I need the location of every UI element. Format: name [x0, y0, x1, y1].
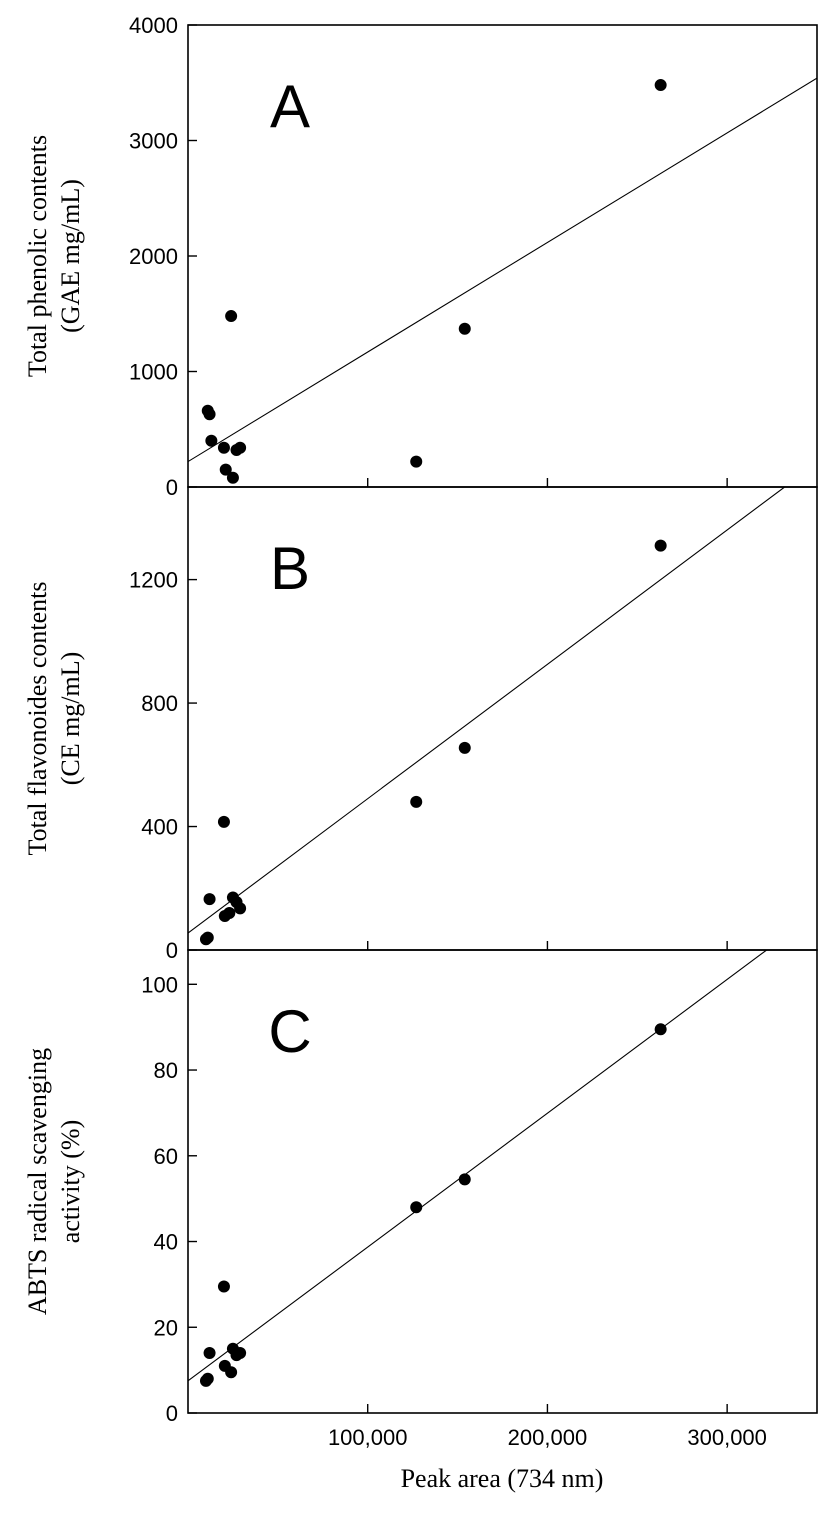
- y-tick-label: 0: [166, 475, 178, 500]
- y-tick-label: 0: [166, 1401, 178, 1426]
- panel-c: 0 20 40 60 80 100 100,000 200,000 300,000 ABTS ra…: [23, 949, 818, 1493]
- data-point: [225, 310, 238, 323]
- data-point: [234, 1346, 247, 1359]
- regression-line: [188, 487, 785, 934]
- y-axis-title: ABTS radical scavenging activity (%): [23, 1048, 85, 1315]
- y-tick-label: 800: [141, 691, 178, 716]
- data-point: [458, 1173, 471, 1186]
- panel-a: 0 1000 2000 3000 4000 Total phenolic contents…: [23, 13, 818, 500]
- data-point: [234, 902, 247, 915]
- y-tick-label: 2000: [129, 244, 178, 269]
- data-point: [410, 455, 423, 468]
- plot-frame: [187, 949, 818, 1414]
- data-point: [654, 539, 667, 552]
- panel-letter: A: [270, 73, 310, 140]
- data-point: [225, 1366, 238, 1379]
- y-tick-label: 20: [154, 1315, 178, 1340]
- panel-letter: B: [270, 535, 310, 602]
- y-tick-label: 1200: [129, 568, 178, 593]
- data-point: [234, 441, 247, 454]
- data-point: [203, 1346, 216, 1359]
- data-point: [217, 815, 230, 828]
- y-axis-title: Total phenolic contents (GAE mg/mL): [23, 135, 85, 377]
- data-point: [217, 1280, 230, 1293]
- x-axis-title: Peak area (734 nm): [401, 1464, 604, 1493]
- data-point: [458, 322, 471, 335]
- data-point: [410, 1201, 423, 1214]
- y-tick-label: 100: [141, 972, 178, 997]
- data-point: [217, 441, 230, 454]
- x-tick-label: 300,000: [687, 1425, 767, 1450]
- y-axis-title: Total flavonoides contents (CE mg/mL): [23, 581, 85, 855]
- data-point: [205, 434, 218, 447]
- data-point: [226, 471, 239, 484]
- y-tick-label: 400: [141, 815, 178, 840]
- regression-line: [188, 950, 768, 1382]
- data-point: [223, 906, 236, 919]
- y-tick-label: 40: [154, 1230, 178, 1255]
- data-point: [201, 931, 214, 944]
- data-point: [654, 1023, 667, 1036]
- y-tick-label: 60: [154, 1144, 178, 1169]
- panel-letter: C: [268, 998, 311, 1065]
- y-tick-label: 4000: [129, 13, 178, 38]
- data-point: [203, 408, 216, 421]
- y-tick-label: 80: [154, 1058, 178, 1083]
- data-point: [219, 463, 232, 476]
- y-tick-label: 0: [166, 938, 178, 963]
- x-tick-label: 100,000: [328, 1425, 408, 1450]
- y-tick-label: 3000: [129, 129, 178, 154]
- x-tick-label: 200,000: [508, 1425, 588, 1450]
- data-point: [458, 741, 471, 754]
- data-point: [201, 1372, 214, 1385]
- data-point: [410, 795, 423, 808]
- data-point: [203, 893, 216, 906]
- y-tick-label: 1000: [129, 360, 178, 385]
- data-point: [654, 79, 667, 92]
- panel-b: 0 400 800 1200 Total flavonoides contents (CE…: [23, 486, 818, 963]
- regression-line: [188, 77, 817, 463]
